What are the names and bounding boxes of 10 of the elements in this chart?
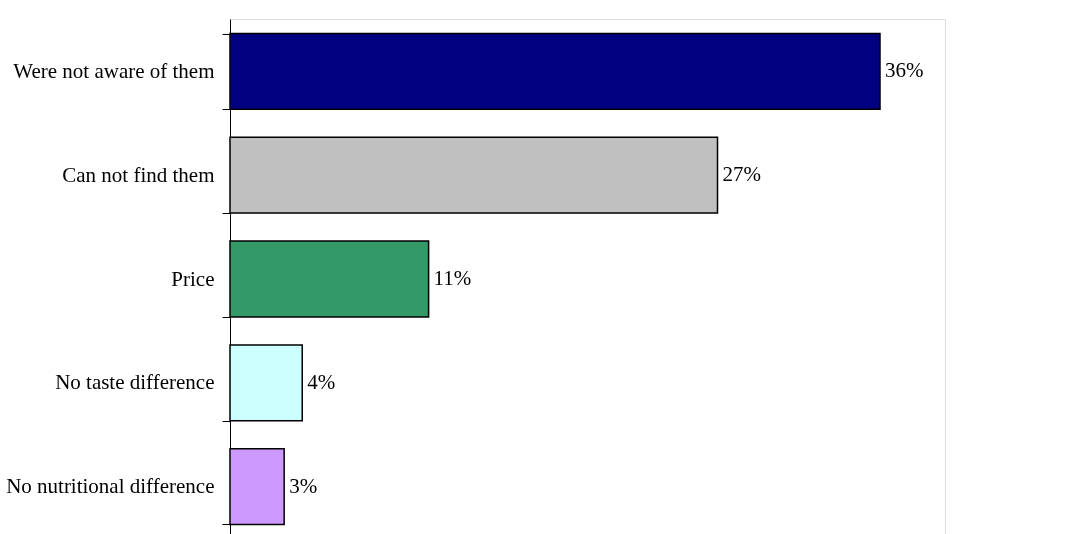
y-tick-label: No taste difference [55, 370, 215, 395]
data-label: 11% [433, 266, 472, 290]
data-label: 4% [307, 369, 336, 394]
y-tick-label: No nutritional difference [6, 474, 215, 499]
data-label: 3% [289, 473, 318, 498]
y-tick-label: Price [171, 266, 215, 291]
data-label: 36% [885, 58, 924, 83]
y-tick-label: Can not find them [62, 162, 215, 187]
data-label: 27% [722, 162, 761, 187]
y-tick-label: Were not aware of them [13, 58, 215, 83]
